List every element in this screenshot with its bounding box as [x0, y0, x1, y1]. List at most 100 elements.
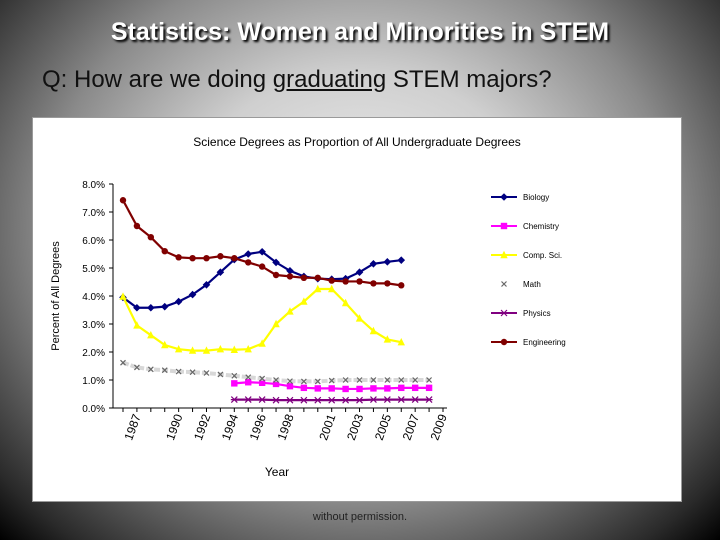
data-point-chemistry — [342, 385, 349, 393]
legend-label-physics: Physics — [523, 309, 551, 318]
data-point-math — [147, 366, 154, 373]
data-point-comp-sci — [174, 345, 183, 353]
data-point-chemistry — [328, 385, 335, 392]
data-point-math — [342, 377, 349, 383]
data-point-chemistry — [314, 385, 321, 392]
legend-marker-biology — [500, 193, 508, 201]
data-point-engineering — [119, 197, 127, 204]
data-point-physics — [286, 396, 294, 404]
data-point-physics — [369, 396, 377, 404]
data-point-comp-sci — [355, 314, 364, 322]
x-tick-label: 1987 — [121, 412, 143, 442]
x-tick-label: 2003 — [344, 412, 366, 442]
data-point-chemistry — [245, 379, 252, 386]
data-point-engineering — [189, 255, 196, 262]
legend-label-biology: Biology — [523, 193, 549, 202]
legend-label-math: Math — [523, 280, 541, 289]
data-point-math — [273, 377, 279, 383]
series-line-math — [122, 360, 430, 384]
data-point-biology — [258, 247, 266, 256]
data-point-comp-sci — [202, 346, 211, 354]
y-tick-label: 7.0% — [82, 208, 105, 219]
y-tick-label: 1.0% — [82, 376, 105, 387]
data-point-biology — [174, 297, 183, 306]
data-point-engineering — [175, 254, 182, 261]
data-point-biology — [244, 250, 253, 258]
question-text: Q: How are we doing graduating STEM majo… — [42, 66, 552, 94]
data-point-chemistry — [411, 384, 419, 392]
data-point-comp-sci — [272, 319, 280, 328]
x-tick-label: 1996 — [247, 412, 269, 442]
footer-text: without permission. — [312, 511, 408, 523]
data-point-chemistry — [231, 380, 238, 387]
legend-label-engineering: Engineering — [523, 338, 566, 347]
data-point-comp-sci — [383, 335, 392, 343]
data-point-engineering — [314, 274, 321, 281]
data-point-comp-sci — [286, 307, 294, 315]
y-tick-label: 2.0% — [82, 348, 105, 359]
data-point-engineering — [356, 278, 363, 285]
y-tick-label: 3.0% — [82, 320, 105, 331]
legend-label-comp-sci: Comp. Sci. — [523, 251, 562, 260]
data-point-math — [189, 369, 196, 376]
data-point-physics — [397, 396, 405, 404]
data-point-comp-sci — [258, 339, 266, 347]
x-tick-label: 2001 — [316, 412, 338, 442]
x-tick-label: 2007 — [400, 412, 422, 442]
data-point-comp-sci — [216, 345, 225, 353]
chart-container: Science Degrees as Proportion of All Und… — [32, 117, 682, 502]
data-point-comp-sci — [314, 284, 322, 293]
slide-title: Statistics: Women and Minorities in STEM — [110, 18, 610, 46]
legend-marker-chemistry — [500, 222, 508, 230]
data-point-math — [300, 378, 307, 385]
data-point-math — [426, 377, 433, 383]
y-axis-label: Percent of All Degrees — [50, 241, 62, 351]
data-point-physics — [230, 396, 238, 404]
data-point-comp-sci — [397, 338, 405, 346]
data-point-engineering — [272, 271, 280, 279]
data-point-engineering — [398, 282, 405, 289]
data-point-chemistry — [384, 385, 391, 392]
data-point-math — [120, 359, 126, 366]
legend-label-chemistry: Chemistry — [523, 222, 559, 231]
data-point-chemistry — [425, 384, 433, 392]
data-point-chemistry — [356, 385, 363, 393]
data-point-math — [231, 372, 238, 379]
data-point-math — [370, 377, 377, 383]
data-point-physics — [411, 396, 419, 404]
data-point-engineering — [147, 234, 155, 241]
y-tick-label: 5.0% — [82, 264, 105, 275]
data-point-math — [133, 364, 140, 371]
data-point-physics — [328, 396, 336, 404]
data-point-math — [356, 377, 363, 383]
line-chart: Science Degrees as Proportion of All Und… — [50, 135, 566, 479]
legend-marker-comp-sci — [500, 250, 508, 259]
data-point-math — [384, 377, 391, 383]
data-point-chemistry — [398, 384, 405, 392]
data-point-engineering — [245, 259, 252, 266]
x-tick-label: 1994 — [219, 412, 241, 442]
data-point-physics — [342, 396, 350, 404]
data-point-comp-sci — [133, 321, 141, 329]
data-point-math — [217, 371, 224, 378]
data-point-physics — [244, 396, 252, 404]
x-axis-label: Year — [265, 465, 289, 479]
data-point-comp-sci — [341, 298, 350, 307]
data-point-chemistry — [258, 379, 266, 386]
data-point-comp-sci — [161, 340, 169, 349]
data-point-chemistry — [286, 382, 294, 390]
data-point-biology — [369, 260, 378, 268]
legend-marker-math — [501, 281, 507, 287]
data-point-math — [314, 378, 321, 385]
question-underlined-word: graduating — [272, 66, 387, 93]
y-tick-label: 0.0% — [82, 404, 105, 415]
data-point-comp-sci — [119, 292, 127, 300]
data-point-physics — [383, 396, 391, 404]
data-point-chemistry — [300, 384, 308, 392]
data-point-engineering — [370, 280, 377, 287]
data-point-math — [287, 378, 293, 385]
data-point-engineering — [342, 278, 349, 285]
data-point-biology — [286, 267, 294, 275]
data-point-biology — [133, 303, 141, 312]
legend-marker-engineering — [500, 338, 508, 346]
